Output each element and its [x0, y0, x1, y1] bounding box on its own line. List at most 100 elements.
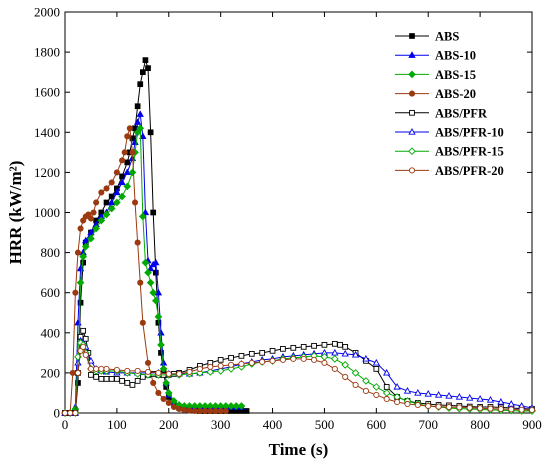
x-tick-label: 0 — [62, 417, 69, 432]
series-abs-pfr-10 — [61, 336, 536, 416]
legend-label: ABS-10 — [435, 49, 476, 63]
series-abs-pfr-20 — [61, 343, 536, 417]
data-point — [507, 400, 515, 407]
data-point — [212, 407, 219, 415]
y-tick-label: 1600 — [34, 85, 60, 100]
data-point — [87, 365, 94, 372]
data-point — [342, 373, 349, 380]
data-point — [134, 103, 141, 110]
data-point — [196, 407, 203, 415]
data-point — [232, 402, 241, 410]
x-tick-label: 200 — [159, 417, 179, 432]
data-point — [72, 409, 79, 417]
data-point — [124, 133, 131, 140]
data-point — [196, 365, 203, 372]
data-point — [331, 365, 338, 372]
data-point — [138, 212, 147, 221]
data-point — [383, 368, 391, 376]
data-point — [434, 391, 443, 398]
data-point — [90, 209, 97, 216]
y-tick-label: 1800 — [34, 45, 60, 60]
data-point — [144, 368, 152, 375]
data-point — [92, 224, 100, 233]
data-point — [393, 383, 401, 390]
data-point — [79, 252, 87, 261]
x-tick-label: 400 — [263, 417, 283, 432]
x-tick-label: 700 — [418, 417, 438, 432]
data-point — [77, 299, 84, 306]
legend-label: ABS/PFR-10 — [435, 126, 504, 140]
data-point — [222, 407, 229, 415]
data-point — [87, 234, 95, 243]
data-point — [373, 366, 380, 372]
data-point — [165, 370, 172, 377]
data-point — [486, 396, 495, 403]
data-point — [67, 409, 74, 417]
legend-marker — [408, 167, 416, 174]
axis-ticks: 0 100 200 300 400 500 600 700 800 900 0 200 400 600 80… — [34, 5, 542, 433]
data-point — [228, 355, 234, 361]
data-point — [72, 289, 79, 296]
y-axis-title: HRR (kW/m²) — [6, 161, 25, 265]
data-point — [321, 359, 328, 366]
data-point — [351, 350, 360, 358]
legend-entry: ABS-15 — [395, 68, 476, 82]
y-tick-label: 1200 — [34, 165, 60, 180]
data-point — [74, 369, 82, 376]
legend-label: ABS — [435, 30, 459, 44]
data-point — [146, 278, 155, 287]
data-point — [528, 406, 536, 414]
data-point — [124, 367, 131, 374]
data-point — [342, 343, 349, 350]
data-point — [93, 374, 99, 380]
data-point — [97, 216, 106, 225]
data-point — [456, 404, 463, 411]
data-point — [154, 288, 163, 296]
y-tick-label: 600 — [41, 285, 61, 300]
data-point — [113, 188, 121, 196]
data-point — [108, 193, 115, 200]
data-point — [362, 387, 370, 394]
data-point — [160, 395, 167, 403]
data-point — [217, 407, 224, 415]
data-point — [126, 125, 133, 132]
data-point — [133, 118, 142, 125]
data-point — [300, 343, 307, 350]
data-point — [108, 376, 115, 382]
data-point — [124, 380, 131, 386]
y-tick-label: 200 — [41, 365, 61, 380]
data-point — [154, 312, 163, 321]
data-point — [311, 356, 318, 363]
series-abs-20 — [61, 125, 229, 417]
legend-entry: ABS/PFR — [395, 106, 488, 120]
legend-marker — [408, 128, 416, 135]
data-point — [466, 394, 474, 401]
data-point — [142, 57, 149, 63]
data-point — [150, 209, 157, 216]
data-point — [129, 382, 136, 388]
data-point — [372, 358, 380, 366]
data-point — [150, 379, 157, 386]
data-point — [259, 358, 266, 365]
data-point — [518, 406, 525, 413]
data-point — [152, 258, 160, 266]
data-point — [238, 360, 245, 367]
y-tick-label: 800 — [41, 245, 61, 260]
series-line — [65, 339, 533, 414]
data-point — [248, 359, 255, 366]
data-point — [74, 249, 82, 256]
data-point — [146, 264, 155, 272]
data-point — [445, 392, 453, 399]
data-point — [383, 384, 390, 390]
data-point — [162, 379, 171, 387]
legend-label: ABS-15 — [435, 68, 476, 82]
data-point — [165, 399, 172, 407]
data-point — [394, 398, 401, 406]
data-point — [300, 355, 307, 362]
data-point — [186, 407, 193, 414]
x-tick-label: 600 — [367, 417, 387, 432]
data-point — [118, 192, 126, 201]
data-point — [102, 210, 111, 219]
legend-label: ABS/PFR-15 — [435, 145, 504, 159]
y-tick-label: 2000 — [34, 5, 60, 20]
